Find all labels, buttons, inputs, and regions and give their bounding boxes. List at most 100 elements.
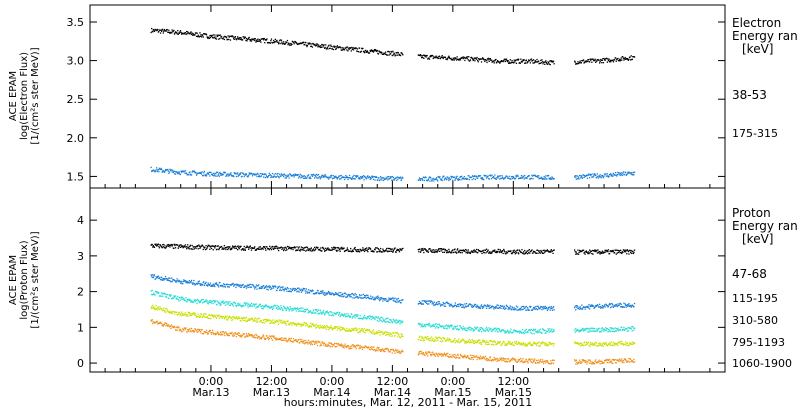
- data-point: [273, 39, 275, 42]
- data-point: [173, 247, 175, 249]
- data-point: [254, 304, 256, 306]
- data-point: [580, 345, 582, 347]
- data-point: [609, 342, 611, 344]
- data-point: [244, 302, 246, 304]
- data-point: [324, 314, 326, 316]
- data-point: [538, 329, 540, 331]
- data-point: [451, 324, 453, 327]
- data-point: [203, 284, 205, 287]
- data-point: [591, 327, 594, 329]
- data-point: [581, 327, 584, 329]
- data-point: [597, 343, 600, 345]
- data-point: [237, 245, 239, 247]
- data-point: [277, 41, 279, 43]
- data-point: [233, 247, 235, 249]
- data-point: [494, 60, 496, 62]
- data-point: [611, 328, 613, 330]
- data-point: [537, 342, 539, 344]
- data-point: [250, 249, 253, 251]
- data-point: [538, 307, 540, 309]
- data-point: [165, 311, 167, 313]
- data-point: [352, 293, 355, 296]
- data-point: [515, 62, 518, 64]
- data-point: [174, 326, 176, 329]
- data-point: [184, 170, 187, 172]
- data-point: [599, 344, 601, 346]
- data-point: [244, 304, 246, 306]
- data-point: [168, 311, 171, 313]
- data-point: [454, 178, 457, 180]
- data-point: [445, 327, 447, 329]
- data-point: [611, 344, 613, 347]
- data-point: [458, 251, 460, 253]
- data-point: [438, 323, 440, 325]
- data-point: [472, 340, 474, 342]
- data-point: [346, 175, 348, 178]
- data-point: [377, 332, 380, 334]
- data-point: [611, 306, 613, 308]
- data-point: [397, 301, 399, 303]
- data-point: [290, 174, 292, 176]
- data-point: [186, 314, 188, 316]
- data-point: [513, 62, 515, 64]
- data-point: [275, 41, 277, 43]
- data-point: [300, 307, 302, 309]
- data-point: [474, 250, 477, 252]
- data-point: [238, 304, 240, 307]
- data-point: [524, 306, 526, 308]
- data-point: [262, 173, 264, 175]
- data-point: [358, 47, 361, 49]
- data-point: [346, 327, 348, 329]
- data-point: [451, 175, 453, 178]
- data-point: [472, 330, 474, 332]
- data-point: [302, 249, 304, 251]
- data-point: [234, 36, 236, 38]
- data-point: [192, 282, 194, 284]
- data-point: [401, 320, 403, 322]
- data-point: [457, 325, 459, 327]
- data-point: [523, 342, 525, 344]
- data-point: [327, 177, 329, 179]
- data-point: [324, 250, 326, 252]
- data-point: [351, 178, 353, 180]
- data-point: [379, 319, 381, 321]
- data-point: [502, 252, 504, 255]
- data-point: [178, 245, 180, 247]
- data-point: [391, 248, 393, 250]
- data-point: [599, 60, 601, 63]
- data-point: [430, 340, 432, 342]
- data-point: [348, 295, 350, 297]
- data-point: [517, 59, 519, 61]
- data-point: [376, 247, 378, 249]
- data-point: [238, 285, 240, 287]
- data-point: [365, 297, 367, 299]
- data-point: [523, 251, 525, 253]
- data-point: [289, 324, 291, 326]
- data-point: [210, 302, 213, 304]
- data-point: [606, 173, 608, 175]
- data-point: [509, 342, 511, 344]
- data-point: [601, 306, 603, 308]
- data-point: [232, 36, 234, 38]
- data-point: [271, 172, 274, 175]
- data-point: [300, 248, 302, 250]
- data-point: [238, 317, 240, 319]
- data-point: [347, 330, 349, 332]
- data-point: [169, 325, 172, 327]
- data-point: [297, 287, 300, 289]
- data-point: [335, 313, 337, 315]
- data-point: [590, 59, 592, 61]
- data-point: [589, 305, 591, 308]
- data-point: [607, 305, 610, 308]
- data-point: [365, 51, 367, 53]
- data-point: [167, 310, 169, 313]
- data-point: [292, 309, 295, 311]
- data-point: [515, 342, 517, 344]
- data-point: [234, 302, 236, 305]
- data-point: [164, 170, 166, 172]
- data-point: [538, 250, 540, 252]
- data-point: [599, 250, 601, 253]
- data-point: [628, 58, 630, 60]
- data-point: [586, 343, 589, 345]
- data-point: [355, 327, 357, 329]
